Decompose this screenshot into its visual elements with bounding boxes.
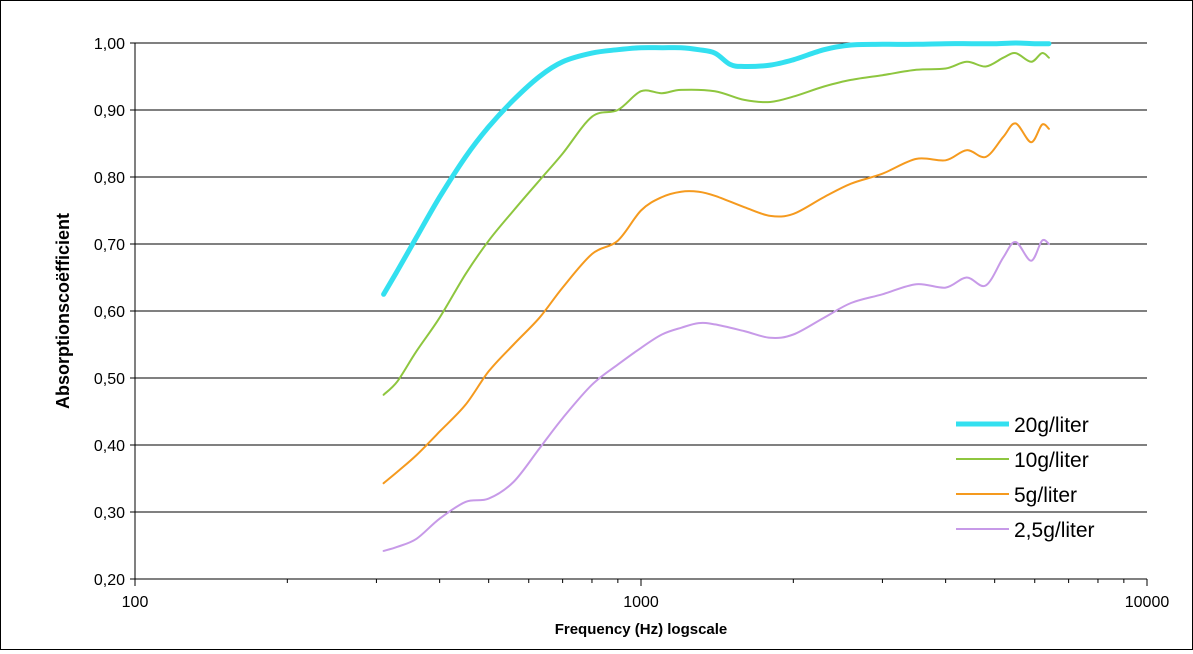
y-tick-label: 1,00 xyxy=(94,36,125,53)
y-tick-label: 0,20 xyxy=(94,572,125,589)
y-tick-label: 0,70 xyxy=(94,237,125,254)
legend-label: 20g/liter xyxy=(1014,414,1089,437)
y-tick-label: 0,30 xyxy=(94,505,125,522)
x-tick-label: 10000 xyxy=(1125,594,1170,611)
y-tick-label: 0,60 xyxy=(94,304,125,321)
series-line-20g-liter xyxy=(381,40,1052,297)
series-line-2-5g-liter xyxy=(382,238,1050,552)
legend: 20g/liter 10g/liter 5g/liter 2,5g/liter xyxy=(956,414,1095,542)
legend-label: 10g/liter xyxy=(1014,449,1089,472)
y-tick-label: 0,40 xyxy=(94,438,125,455)
series-lines xyxy=(381,40,1052,552)
y-tick-label: 0,90 xyxy=(94,103,125,120)
legend-label: 2,5g/liter xyxy=(1014,519,1095,542)
legend-label: 5g/liter xyxy=(1014,484,1077,507)
series-line-10g-liter xyxy=(382,52,1050,396)
y-axis-title: Absorptionscoëfficient xyxy=(53,213,73,409)
y-tick-label: 0,50 xyxy=(94,371,125,388)
x-tick-label: 100 xyxy=(122,594,149,611)
x-axis-title: Frequency (Hz) logscale xyxy=(555,621,728,638)
axes: 0,20 0,30 0,40 0,50 0,60 0,70 0,80 0,90 1,00 100 1… xyxy=(94,36,1169,611)
y-tick-label: 0,80 xyxy=(94,170,125,187)
grid-lines xyxy=(135,42,1147,580)
x-tick-label: 1000 xyxy=(623,594,659,611)
series-line-5g-liter xyxy=(382,122,1050,485)
